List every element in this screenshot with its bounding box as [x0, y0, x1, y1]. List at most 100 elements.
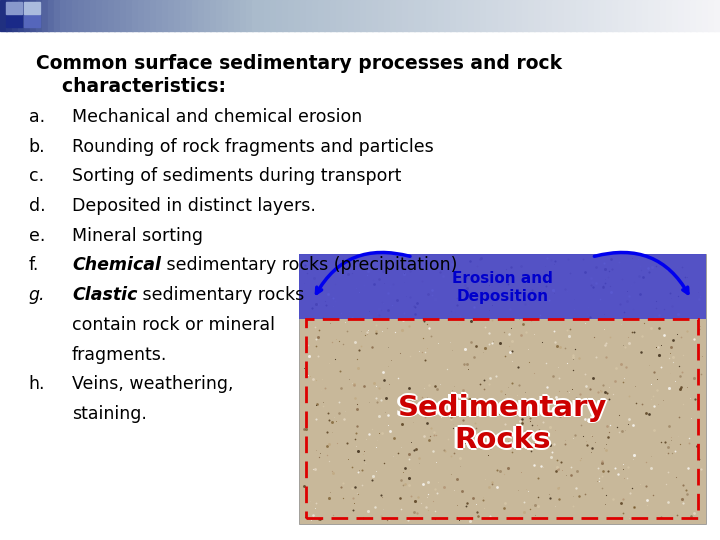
- Bar: [696, 0, 703, 31]
- Bar: [96, 0, 104, 31]
- Text: contain rock or mineral: contain rock or mineral: [72, 316, 275, 334]
- Bar: [588, 0, 595, 31]
- Bar: [486, 0, 493, 31]
- Bar: [618, 0, 626, 31]
- Text: Sorting of sediments during transport: Sorting of sediments during transport: [72, 167, 401, 185]
- Bar: [30, 0, 37, 31]
- Text: f.: f.: [29, 256, 39, 274]
- Text: Common surface sedimentary processes and rock
    characteristics:: Common surface sedimentary processes and…: [36, 54, 562, 96]
- Bar: [300, 0, 307, 31]
- Bar: [24, 15, 40, 27]
- Text: sedimentary rocks: sedimentary rocks: [138, 286, 305, 304]
- Bar: [522, 0, 529, 31]
- Bar: [372, 0, 379, 31]
- Bar: [678, 0, 685, 31]
- Bar: [336, 0, 343, 31]
- Bar: [306, 319, 698, 518]
- Bar: [402, 0, 410, 31]
- Text: Erosion and
Deposition: Erosion and Deposition: [451, 271, 553, 305]
- Bar: [186, 0, 194, 31]
- Bar: [216, 0, 223, 31]
- Bar: [714, 0, 720, 31]
- Text: a.: a.: [29, 108, 45, 126]
- Bar: [156, 0, 163, 31]
- Bar: [582, 0, 590, 31]
- Bar: [42, 0, 50, 31]
- Text: Chemical: Chemical: [72, 256, 161, 274]
- Bar: [540, 0, 547, 31]
- Bar: [270, 0, 277, 31]
- Text: staining.: staining.: [72, 405, 147, 423]
- Bar: [366, 0, 374, 31]
- Bar: [516, 0, 523, 31]
- Bar: [174, 0, 181, 31]
- Text: Mechanical and chemical erosion: Mechanical and chemical erosion: [72, 108, 362, 126]
- Bar: [684, 0, 691, 31]
- Bar: [24, 2, 40, 14]
- Bar: [72, 0, 79, 31]
- Bar: [192, 0, 199, 31]
- Text: h.: h.: [29, 375, 45, 393]
- Bar: [78, 0, 86, 31]
- Bar: [468, 0, 475, 31]
- Bar: [354, 0, 361, 31]
- Bar: [564, 0, 572, 31]
- Bar: [144, 0, 151, 31]
- Bar: [474, 0, 482, 31]
- Bar: [180, 0, 187, 31]
- Bar: [360, 0, 367, 31]
- Bar: [510, 0, 518, 31]
- Bar: [438, 0, 446, 31]
- Text: c.: c.: [29, 167, 44, 185]
- Bar: [84, 0, 91, 31]
- Bar: [198, 0, 205, 31]
- Text: Sedimentary
Rocks: Sedimentary Rocks: [397, 394, 607, 454]
- Bar: [210, 0, 217, 31]
- Text: Clastic: Clastic: [72, 286, 138, 304]
- Bar: [606, 0, 613, 31]
- Bar: [222, 0, 230, 31]
- Bar: [6, 2, 22, 14]
- Bar: [672, 0, 680, 31]
- Bar: [138, 0, 145, 31]
- Bar: [162, 0, 169, 31]
- Bar: [150, 0, 158, 31]
- Text: e.: e.: [29, 227, 45, 245]
- Bar: [48, 0, 55, 31]
- Bar: [0, 0, 7, 31]
- Bar: [480, 0, 487, 31]
- Bar: [312, 0, 320, 31]
- Bar: [264, 0, 271, 31]
- Bar: [594, 0, 601, 31]
- Bar: [420, 0, 428, 31]
- Bar: [168, 0, 176, 31]
- Bar: [299, 254, 706, 319]
- Bar: [654, 0, 662, 31]
- Bar: [408, 0, 415, 31]
- Bar: [642, 0, 649, 31]
- Bar: [702, 0, 709, 31]
- Bar: [330, 0, 338, 31]
- Bar: [534, 0, 541, 31]
- Bar: [108, 0, 115, 31]
- Text: g.: g.: [29, 286, 45, 304]
- Bar: [666, 0, 673, 31]
- Bar: [252, 0, 259, 31]
- Bar: [294, 0, 302, 31]
- Bar: [498, 0, 505, 31]
- Bar: [576, 0, 583, 31]
- Bar: [708, 0, 716, 31]
- Bar: [390, 0, 397, 31]
- Bar: [6, 0, 14, 31]
- Text: Sedimentary
Rocks: Sedimentary Rocks: [397, 392, 607, 453]
- Bar: [306, 0, 313, 31]
- Text: b.: b.: [29, 138, 45, 156]
- Bar: [66, 0, 73, 31]
- Text: d.: d.: [29, 197, 45, 215]
- Bar: [90, 0, 97, 31]
- Bar: [299, 254, 706, 524]
- Text: Deposited in distinct layers.: Deposited in distinct layers.: [72, 197, 316, 215]
- Bar: [492, 0, 500, 31]
- Bar: [546, 0, 554, 31]
- Bar: [36, 0, 43, 31]
